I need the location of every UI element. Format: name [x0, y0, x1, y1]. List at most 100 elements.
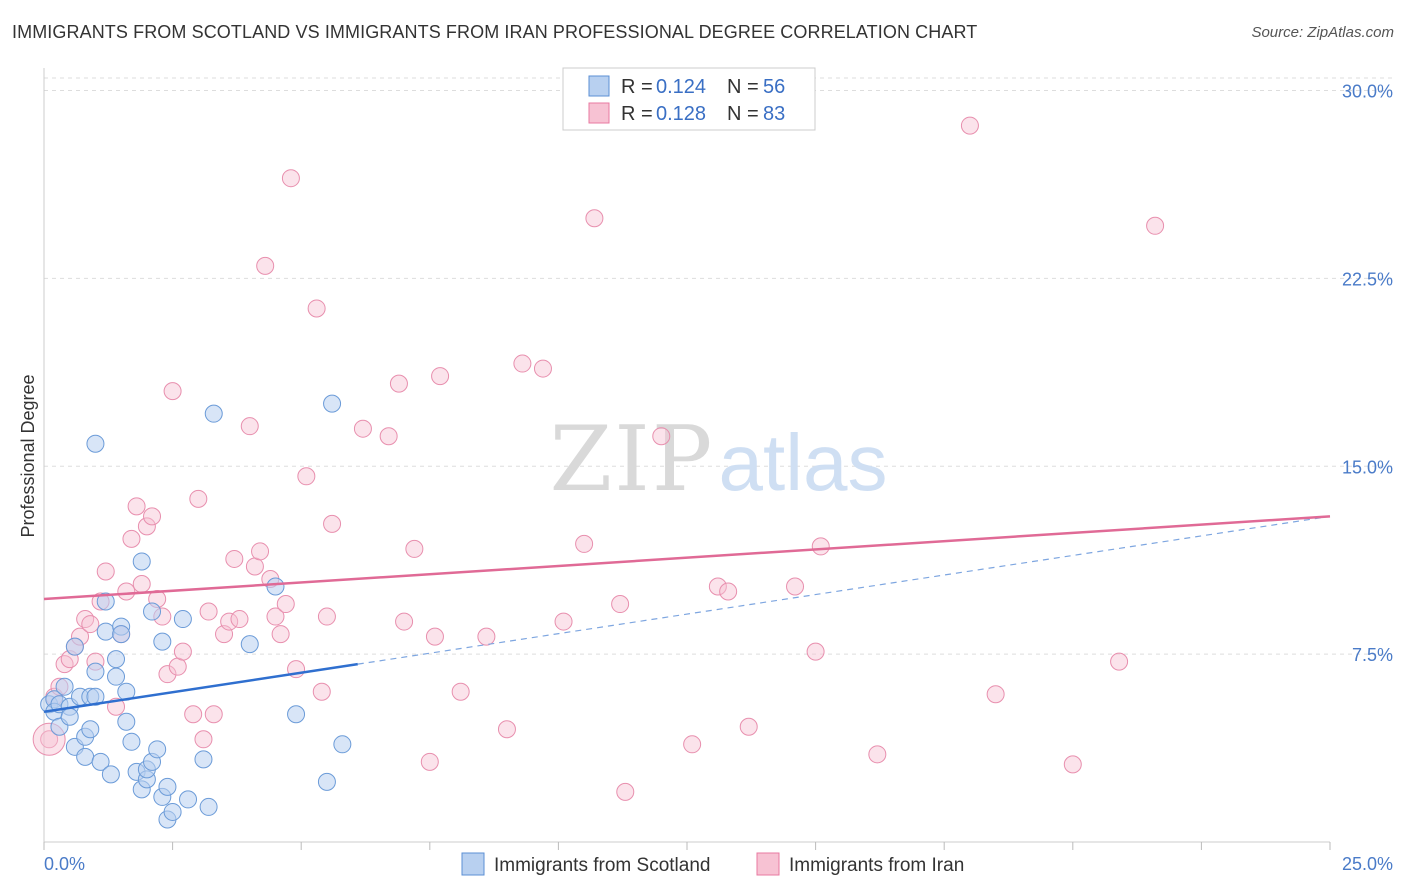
point-scotland-43: [179, 790, 198, 809]
point-iran-34: [230, 610, 249, 629]
point-iran-57: [431, 367, 450, 386]
legend-n-value-scotland: 56: [763, 76, 785, 98]
point-iran-77: [960, 116, 979, 135]
bottom-legend-swatch-iran: [756, 852, 780, 876]
watermark-atlas: atlas: [719, 418, 888, 507]
point-scotland-46: [204, 404, 223, 423]
point-iran-49: [323, 514, 342, 533]
y-tick-label-2: 22.5%: [1342, 269, 1393, 289]
point-iran-65: [585, 209, 604, 228]
point-iran-28: [194, 730, 213, 749]
point-iran-42: [276, 595, 295, 614]
point-scotland-12: [76, 747, 95, 766]
legend-r-label-scotland: R =: [621, 76, 653, 98]
point-iran-72: [739, 717, 758, 736]
watermark: ZIP atlas: [550, 407, 888, 512]
legend: R = 0.124 N = 56 R = 0.128 N = 83: [562, 67, 816, 131]
point-iran-43: [281, 169, 300, 188]
y-tick-label-0: 7.5%: [1352, 645, 1393, 665]
point-scotland-23: [107, 650, 126, 669]
point-iran-17: [132, 574, 151, 593]
point-iran-68: [652, 427, 671, 446]
point-iran-37: [251, 542, 270, 561]
point-iran-60: [497, 720, 516, 739]
point-iran-11: [96, 562, 115, 581]
series-scotland-points: [40, 394, 352, 829]
y-tick-label-3: 30.0%: [1342, 82, 1393, 102]
point-iran-53: [395, 612, 414, 631]
point-iran-15: [122, 529, 141, 548]
legend-n-label-scotland: N =: [727, 76, 759, 98]
y-tick-labels: 7.5% 15.0% 22.5% 30.0%: [1342, 82, 1393, 666]
point-iran-79: [1063, 755, 1082, 774]
point-iran-27: [189, 489, 208, 508]
point-iran-51: [379, 427, 398, 446]
point-scotland-44: [194, 750, 213, 769]
trend-lines: [43, 515, 1331, 713]
point-scotland-41: [163, 802, 182, 821]
point-scotland-49: [287, 705, 306, 724]
point-scotland-31: [132, 552, 151, 571]
point-scotland-50: [317, 772, 336, 791]
axes: [43, 68, 1331, 850]
point-iran-29: [199, 602, 218, 621]
point-iran-30: [204, 705, 223, 724]
point-iran-54: [405, 539, 424, 558]
point-scotland-9: [65, 637, 84, 656]
point-scotland-16: [86, 687, 105, 706]
legend-r-value-scotland: 0.124: [656, 76, 706, 98]
point-scotland-25: [112, 625, 131, 644]
point-iran-26: [184, 705, 203, 724]
legend-swatch-scotland: [588, 75, 610, 97]
point-iran-55: [420, 752, 439, 771]
point-iran-52: [389, 374, 408, 393]
point-iran-80: [1110, 652, 1129, 671]
point-iran-45: [297, 467, 316, 486]
point-iran-67: [616, 782, 635, 801]
point-iran-58: [451, 682, 470, 701]
point-iran-48: [317, 607, 336, 626]
point-scotland-19: [96, 592, 115, 611]
point-iran-14: [117, 582, 136, 601]
point-iran-71: [719, 582, 738, 601]
point-iran-36: [245, 557, 264, 576]
point-iran-35: [240, 417, 259, 436]
y-axis-label: Professional Degree: [18, 374, 38, 537]
chart-title: IMMIGRANTS FROM SCOTLAND VS IMMIGRANTS F…: [12, 22, 978, 42]
point-scotland-13: [81, 720, 100, 739]
point-scotland-51: [323, 394, 342, 413]
point-iran-81: [1146, 216, 1165, 235]
point-iran-25: [173, 642, 192, 661]
point-scotland-42: [173, 610, 192, 629]
x-tick-label-max: 25.0%: [1342, 854, 1393, 874]
trend-line-iran: [43, 515, 1331, 601]
point-iran-66: [611, 595, 630, 614]
point-scotland-45: [199, 797, 218, 816]
point-iran-16: [127, 497, 146, 516]
trend-line-scotland: [43, 662, 358, 713]
bottom-legend-label-iran: Immigrants from Iran: [789, 855, 964, 876]
point-iran-22: [158, 665, 177, 684]
point-iran-38: [256, 256, 275, 275]
point-scotland-36: [148, 740, 167, 759]
point-scotland-21: [101, 765, 120, 784]
legend-r-label-iran: R =: [621, 103, 653, 125]
point-scotland-5: [55, 677, 74, 696]
legend-n-value-iran: 83: [763, 103, 785, 125]
point-iran-7: [76, 610, 95, 629]
point-iran-50: [353, 419, 372, 438]
point-scotland-18: [91, 752, 110, 771]
point-scotland-15: [86, 662, 105, 681]
point-iran-33: [225, 549, 244, 568]
legend-n-label-iran: N =: [727, 103, 759, 125]
point-scotland-17: [86, 434, 105, 453]
point-iran-47: [312, 682, 331, 701]
point-iran-76: [868, 745, 887, 764]
point-scotland-28: [122, 732, 141, 751]
bottom-legend-label-scotland: Immigrants from Scotland: [494, 855, 710, 876]
point-iran-75: [811, 537, 830, 556]
point-iran-23: [163, 382, 182, 401]
point-iran-56: [425, 627, 444, 646]
point-iran-74: [806, 642, 825, 661]
source-label: Source: ZipAtlas.com: [1251, 24, 1394, 41]
